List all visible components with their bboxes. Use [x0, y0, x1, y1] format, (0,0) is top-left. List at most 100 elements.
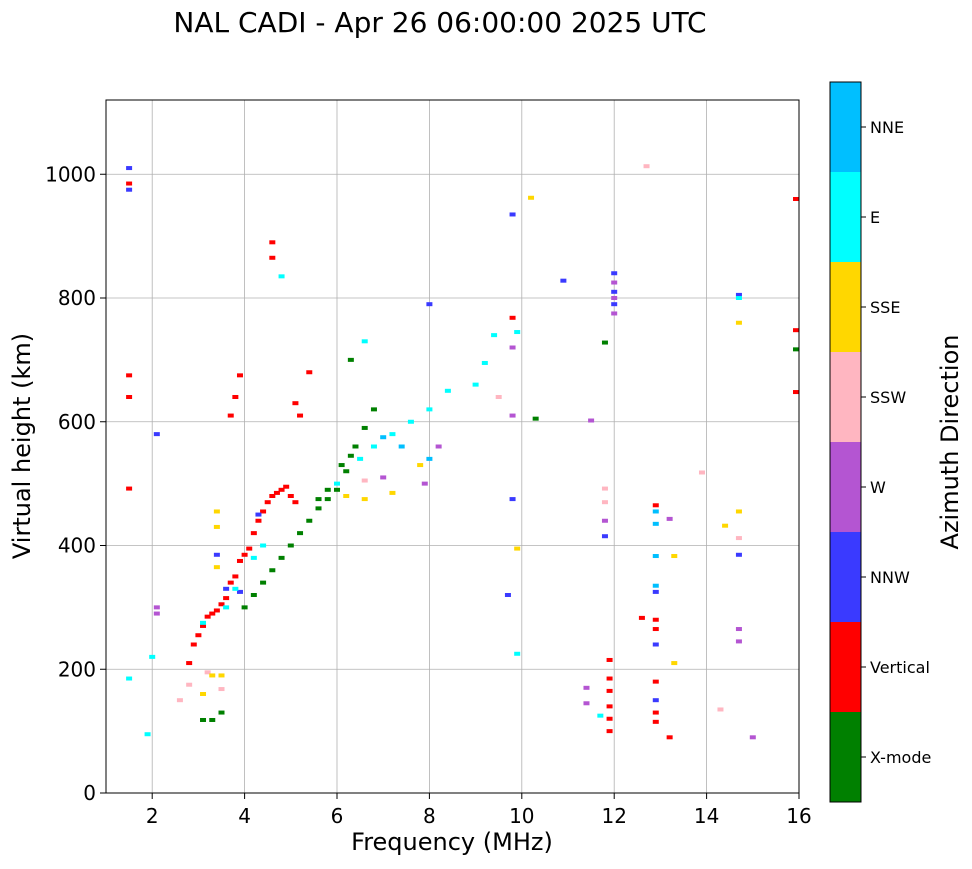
data-point — [643, 164, 650, 169]
data-point — [606, 676, 613, 681]
data-point — [269, 240, 276, 245]
data-point — [278, 487, 285, 492]
data-point — [126, 373, 133, 378]
data-point — [426, 302, 433, 307]
colorbar-label: Azimuth Direction — [936, 335, 964, 550]
data-point — [241, 552, 248, 557]
data-point — [638, 615, 645, 620]
data-point — [269, 255, 276, 260]
x-axis-ticks: 2 4 6 8 10 12 14 16 — [146, 793, 812, 828]
data-point — [606, 657, 613, 662]
x-tick-label: 16 — [786, 804, 811, 828]
data-point — [652, 698, 659, 703]
data-point — [389, 490, 396, 495]
data-point — [338, 463, 345, 468]
data-point — [389, 432, 396, 437]
data-point — [126, 187, 133, 192]
data-point — [735, 627, 742, 632]
data-point — [472, 382, 479, 387]
data-point — [260, 509, 267, 514]
data-point — [583, 701, 590, 706]
data-point — [735, 296, 742, 300]
colorbar-swatch — [830, 442, 861, 532]
y-tick-label: 0 — [83, 781, 96, 805]
series-sse — [200, 195, 742, 696]
data-point — [292, 500, 299, 505]
data-point — [250, 555, 257, 560]
colorbar-tick-label: SSE — [870, 298, 900, 317]
data-point — [315, 506, 322, 511]
data-point — [269, 568, 276, 573]
data-point — [126, 676, 133, 681]
data-point — [352, 444, 359, 449]
x-tick-label: 12 — [601, 804, 626, 828]
data-point — [324, 487, 331, 492]
data-point — [204, 670, 211, 675]
data-point — [652, 679, 659, 684]
chart-title: NAL CADI - Apr 26 06:00:00 2025 UTC — [173, 6, 706, 39]
data-point — [306, 518, 313, 523]
data-point — [269, 494, 276, 498]
data-point — [407, 419, 414, 424]
data-point — [652, 627, 659, 632]
data-point — [611, 311, 618, 316]
data-point — [417, 463, 424, 468]
data-point — [504, 593, 511, 597]
data-point — [126, 181, 133, 186]
data-point — [426, 456, 433, 461]
data-point — [426, 407, 433, 412]
x-tick-label: 4 — [238, 804, 251, 828]
data-point — [292, 401, 299, 406]
data-point — [601, 340, 608, 345]
series-vertical — [126, 181, 799, 740]
colorbar-tick-label: NNW — [870, 568, 910, 587]
data-point — [223, 605, 230, 610]
data-point — [176, 698, 183, 703]
data-point — [735, 552, 742, 557]
data-point — [236, 558, 243, 563]
data-point — [200, 717, 207, 722]
data-point — [560, 278, 567, 283]
data-point — [793, 328, 799, 333]
y-tick-label: 800 — [58, 286, 96, 310]
data-point — [218, 710, 225, 715]
data-point — [250, 593, 257, 597]
data-point — [611, 280, 618, 285]
data-point — [597, 713, 604, 718]
data-point — [223, 586, 230, 591]
data-point — [735, 320, 742, 325]
data-point — [232, 586, 239, 591]
data-point — [514, 330, 521, 335]
data-point — [509, 413, 516, 418]
data-point — [334, 481, 340, 486]
data-point — [236, 589, 243, 594]
data-point — [200, 623, 207, 628]
data-point — [195, 633, 202, 638]
data-point — [611, 296, 618, 300]
series-ssw — [176, 164, 742, 712]
data-point — [232, 574, 239, 579]
data-point — [735, 292, 742, 297]
data-point — [793, 390, 799, 395]
data-point — [421, 481, 428, 486]
data-point — [611, 271, 618, 276]
data-point — [361, 497, 368, 502]
data-point — [666, 516, 673, 521]
data-point — [583, 685, 590, 690]
data-point — [283, 484, 290, 489]
data-point — [213, 608, 220, 613]
colorbar-swatch — [830, 172, 861, 262]
data-point — [793, 347, 799, 352]
data-point — [149, 654, 156, 659]
data-point — [749, 735, 756, 740]
series-w — [153, 280, 756, 740]
colorbar-tick-label: W — [870, 478, 886, 497]
data-point — [606, 729, 613, 734]
data-point — [652, 583, 659, 588]
data-point — [398, 444, 405, 449]
data-point — [200, 620, 207, 625]
colorbar-tick-label: X-mode — [870, 748, 931, 767]
data-point — [370, 444, 377, 449]
data-point — [509, 212, 516, 217]
